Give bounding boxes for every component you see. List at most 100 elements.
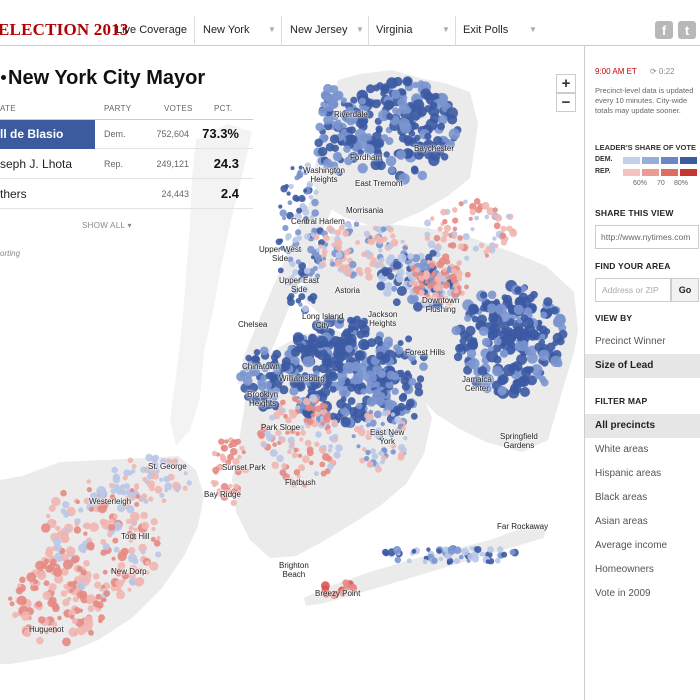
precinct-dot[interactable] [370,257,378,265]
precinct-dot[interactable] [461,547,470,556]
precinct-dot[interactable] [422,559,428,565]
precinct-dot[interactable] [288,183,294,190]
precinct-dot[interactable] [299,425,305,431]
precinct-dot[interactable] [286,211,294,220]
precinct-dot[interactable] [410,109,422,121]
precinct-dot[interactable] [398,393,407,402]
candidate-row[interactable]: ll de Blasio Dem. 752,604 73.3% [0,120,253,149]
precinct-dot[interactable] [558,329,568,339]
precinct-dot[interactable] [336,316,345,324]
precinct-dot[interactable] [127,457,134,464]
precinct-dot[interactable] [48,596,57,605]
precinct-dot[interactable] [127,587,132,592]
precinct-dot[interactable] [210,479,216,485]
precinct-dot[interactable] [392,261,402,270]
precinct-dot[interactable] [394,416,402,424]
precinct-dot[interactable] [277,377,284,384]
precinct-dot[interactable] [376,236,384,245]
precinct-dot[interactable] [268,371,278,381]
precinct-dot[interactable] [322,256,327,261]
precinct-dot[interactable] [420,88,432,100]
precinct-dot[interactable] [412,280,419,287]
precinct-dot[interactable] [83,497,91,505]
precinct-dot[interactable] [387,226,394,233]
precinct-dot[interactable] [412,271,418,277]
precinct-dot[interactable] [479,551,485,557]
precinct-dot[interactable] [320,90,331,101]
precinct-dot[interactable] [141,521,150,530]
precinct-dot[interactable] [436,260,445,269]
precinct-dot[interactable] [433,234,441,242]
precinct-dot[interactable] [452,207,458,213]
precinct-dot[interactable] [443,224,452,232]
nav-live-coverage[interactable]: Live Coverage [116,24,187,36]
precinct-dot[interactable] [493,222,501,230]
precinct-dot[interactable] [63,583,69,590]
precinct-dot[interactable] [305,404,313,412]
precinct-dot[interactable] [230,439,239,448]
precinct-dot[interactable] [329,134,340,144]
precinct-dot[interactable] [384,428,391,435]
precinct-dot[interactable] [88,630,94,636]
precinct-dot[interactable] [423,274,430,280]
precinct-dot[interactable] [128,538,133,543]
precinct-dot[interactable] [473,198,481,205]
precinct-dot[interactable] [135,494,140,499]
precinct-dot[interactable] [53,567,63,577]
precinct-dot[interactable] [287,298,295,306]
precinct-dot[interactable] [424,150,434,160]
precinct-dot[interactable] [230,499,237,507]
precinct-dot[interactable] [322,403,328,410]
precinct-dot[interactable] [340,417,351,428]
precinct-dot[interactable] [303,188,308,193]
precinct-dot[interactable] [68,627,78,637]
precinct-dot[interactable] [345,106,355,116]
precinct-dot[interactable] [306,181,314,188]
precinct-dot[interactable] [439,298,445,304]
precinct-dot[interactable] [291,452,298,459]
precinct-dot[interactable] [414,267,421,273]
precinct-dot[interactable] [441,253,450,261]
precinct-dot[interactable] [414,382,423,391]
precinct-dot[interactable] [295,259,301,265]
precinct-dot[interactable] [385,155,397,167]
precinct-dot[interactable] [308,272,313,277]
precinct-dot[interactable] [332,590,340,598]
precinct-dot[interactable] [53,537,62,546]
precinct-dot[interactable] [38,616,46,624]
chevron-down-icon[interactable]: ▼ [356,25,364,34]
precinct-dot[interactable] [543,297,553,307]
precinct-dot[interactable] [277,267,284,274]
precinct-dot[interactable] [315,326,324,334]
facebook-icon[interactable]: f [655,21,673,39]
precinct-dot[interactable] [431,271,437,276]
precinct-dot[interactable] [469,202,477,211]
precinct-dot[interactable] [286,191,291,196]
precinct-dot[interactable] [343,582,352,591]
precinct-dot[interactable] [311,209,320,217]
precinct-dot[interactable] [540,358,549,367]
precinct-dot[interactable] [318,146,328,157]
precinct-dot[interactable] [381,269,390,277]
precinct-dot[interactable] [307,338,314,345]
precinct-dot[interactable] [284,184,289,189]
precinct-dot[interactable] [378,450,384,456]
precinct-dot[interactable] [252,355,259,363]
precinct-dot[interactable] [76,566,83,572]
precinct-dot[interactable] [426,547,431,552]
precinct-dot[interactable] [486,303,497,314]
precinct-dot[interactable] [413,302,423,312]
precinct-dot[interactable] [407,294,417,305]
precinct-dot[interactable] [383,151,390,158]
precinct-dot[interactable] [349,260,357,269]
precinct-dot[interactable] [534,342,543,352]
precinct-dot[interactable] [23,629,32,638]
precinct-dot[interactable] [435,285,440,291]
precinct-dot[interactable] [296,235,303,241]
precinct-dot[interactable] [385,380,394,389]
precinct-dot[interactable] [515,286,522,293]
precinct-dot[interactable] [287,200,293,206]
precinct-dot[interactable] [116,587,122,593]
precinct-dot[interactable] [552,340,559,347]
precinct-dot[interactable] [295,298,302,304]
